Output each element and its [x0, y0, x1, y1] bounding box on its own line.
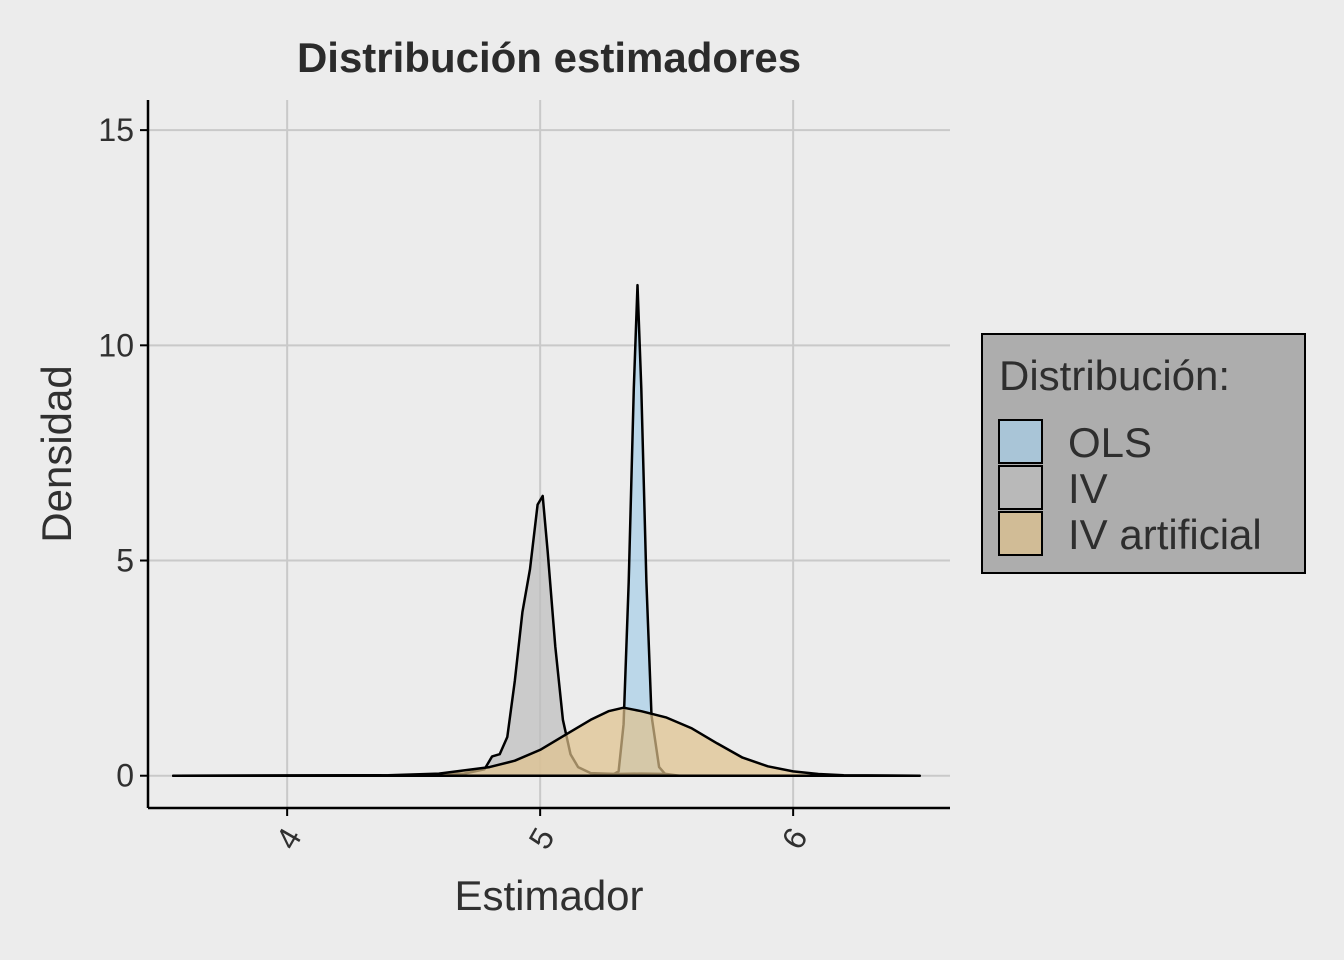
y-tick-label: 0 [116, 758, 134, 794]
y-tick-label: 5 [116, 543, 134, 579]
legend-key [998, 465, 1043, 510]
x-tick-label: 5 [521, 822, 561, 855]
legend-label: OLS [1068, 419, 1152, 466]
x-axis-title: Estimador [454, 872, 643, 919]
legend-label: IV artificial [1068, 511, 1262, 558]
chart-title: Distribución estimadores [297, 34, 801, 81]
x-tick-label: 4 [268, 822, 308, 855]
legend-key [998, 511, 1043, 556]
y-tick-label: 10 [98, 327, 134, 363]
legend-label: IV [1068, 465, 1108, 512]
density-areas [172, 283, 921, 777]
x-tick-label: 6 [774, 822, 814, 855]
density-area [172, 706, 921, 777]
y-axis-title: Densidad [33, 365, 80, 542]
y-tick-label: 15 [98, 112, 134, 148]
density-area [172, 494, 921, 777]
legend-title: Distribución: [999, 352, 1230, 399]
legend-key [998, 419, 1043, 464]
